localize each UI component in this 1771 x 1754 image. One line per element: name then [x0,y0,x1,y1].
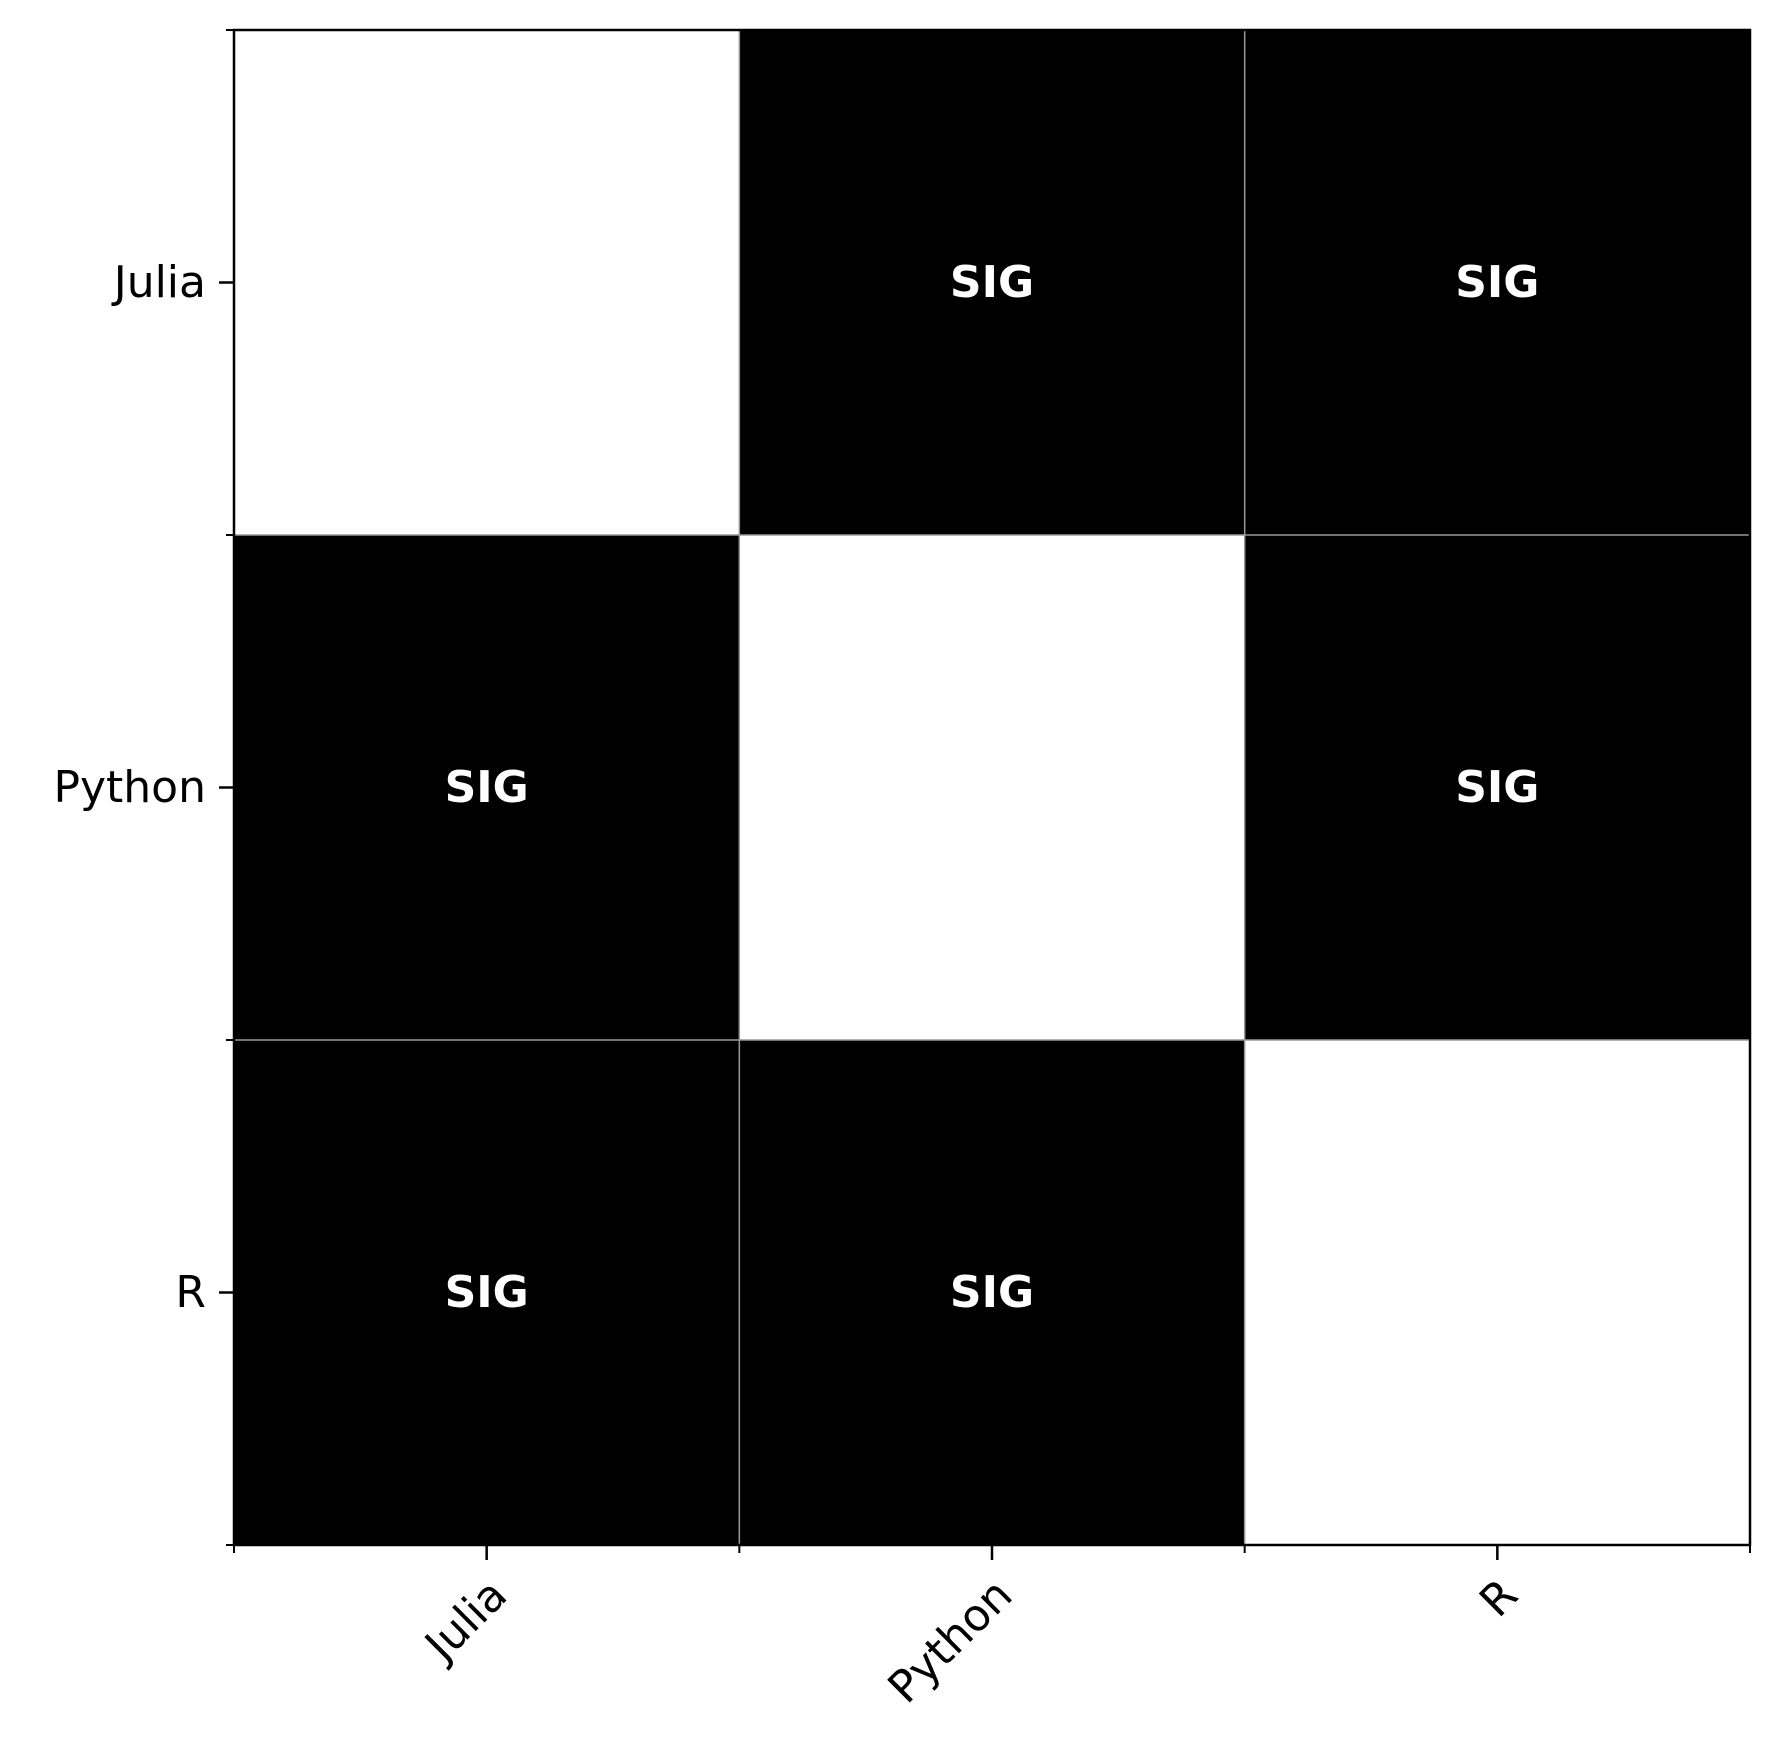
x-tick-label-python: Python [878,1569,1022,1713]
heatmap-cell-julia-julia [234,30,740,535]
heatmap-cell-python-julia [234,535,740,1040]
y-tick-label-julia: Julia [111,257,206,308]
heatmap-cell-r-python [739,1040,1245,1545]
heatmap-cell-python-r [1244,535,1750,1040]
heatmap-cell-r-julia [234,1040,740,1545]
y-tick-label-r: R [175,1267,206,1318]
x-tick-label-r: R [1470,1569,1528,1627]
heatmap-cell-python-python [739,535,1245,1040]
cell-label: SIG [445,762,529,813]
heatmap-cell-labels: SIG SIG SIG SIG SIG SIG [445,257,1540,1318]
heatmap-cell-julia-python [739,30,1245,535]
y-axis-ticks: Julia Python R [53,29,234,1546]
heatmap-cell-julia-r [1244,30,1750,535]
heatmap-cell-r-r [1244,1040,1750,1545]
x-tick-label-julia: Julia [414,1569,517,1672]
cell-label: SIG [1455,257,1539,308]
cell-label: SIG [950,1267,1034,1318]
cell-label: SIG [1455,762,1539,813]
x-axis-ticks: Julia Python R [233,1545,1751,1713]
y-tick-label-python: Python [53,762,206,813]
heatmap-grid [234,30,1750,1545]
cell-label: SIG [445,1267,529,1318]
heatmap-cells [234,30,1750,1545]
cell-label: SIG [950,257,1034,308]
